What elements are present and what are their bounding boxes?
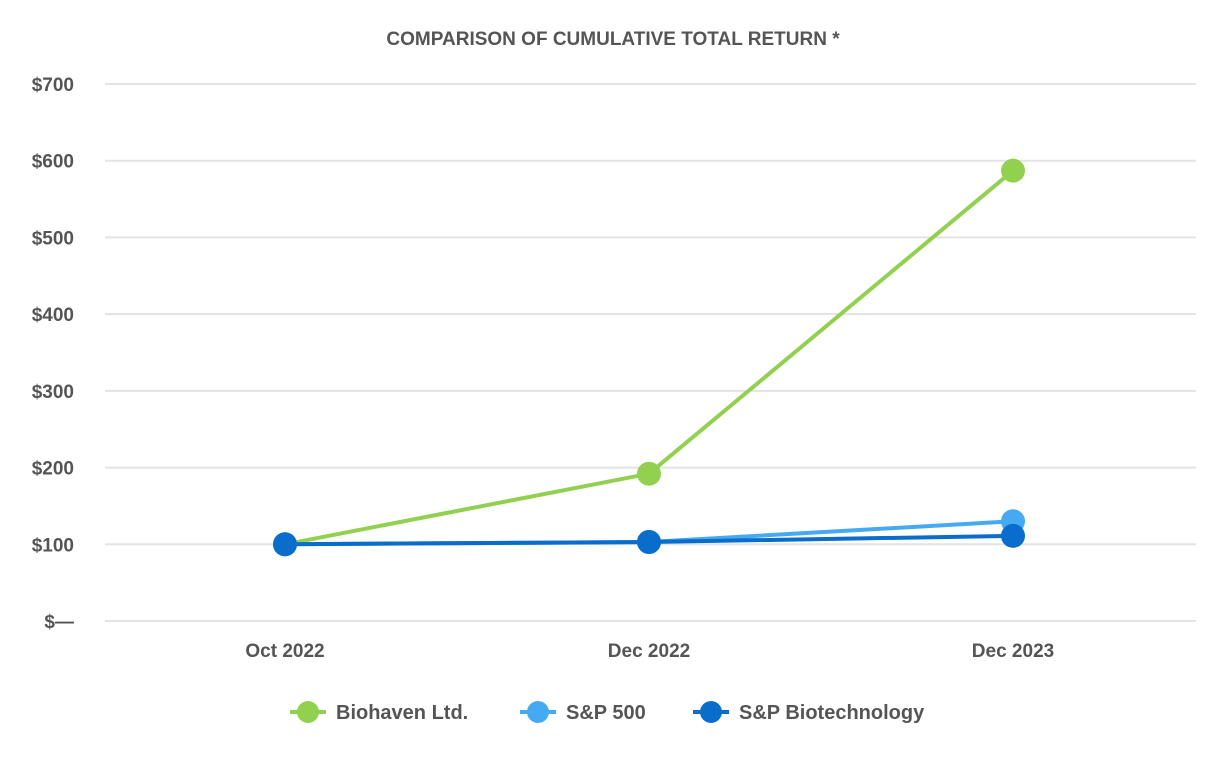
y-tick-label: $400 <box>32 305 74 326</box>
x-axis-ticks: Oct 2022 Dec 2022 Dec 2023 <box>245 641 1054 662</box>
y-tick-label: $600 <box>32 152 74 173</box>
chart-title: COMPARISON OF CUMULATIVE TOTAL RETURN * <box>386 29 840 50</box>
legend-marker <box>527 701 549 723</box>
data-point-0-2 <box>1001 158 1025 183</box>
x-tick-label: Dec 2022 <box>608 641 690 662</box>
data-point-0-1 <box>637 461 661 486</box>
series-lines <box>273 158 1025 557</box>
x-tick-label: Dec 2023 <box>972 641 1054 662</box>
data-point-2-0 <box>273 532 297 557</box>
data-point-2-1 <box>637 529 661 554</box>
series-line-0 <box>283 168 1015 547</box>
legend-label: Biohaven Ltd. <box>336 702 468 724</box>
y-tick-label: $300 <box>32 382 74 403</box>
legend-label: S&P 500 <box>566 702 646 724</box>
y-tick-label: $100 <box>32 535 74 556</box>
legend-marker <box>700 701 722 723</box>
y-tick-label: $200 <box>32 459 74 480</box>
legend: Biohaven Ltd. S&P 500 S&P Biotechnology <box>290 701 925 724</box>
data-point-2-2 <box>1001 523 1025 548</box>
y-tick-label: $— <box>44 612 74 633</box>
y-tick-label: $500 <box>32 228 74 249</box>
x-tick-label: Oct 2022 <box>245 641 324 662</box>
y-tick-label: $700 <box>32 75 74 96</box>
y-axis-ticks: $— $100 $200 $300 $400 $500 $600 $700 <box>32 75 74 633</box>
legend-label: S&P Biotechnology <box>739 702 925 724</box>
legend-marker <box>297 701 319 723</box>
